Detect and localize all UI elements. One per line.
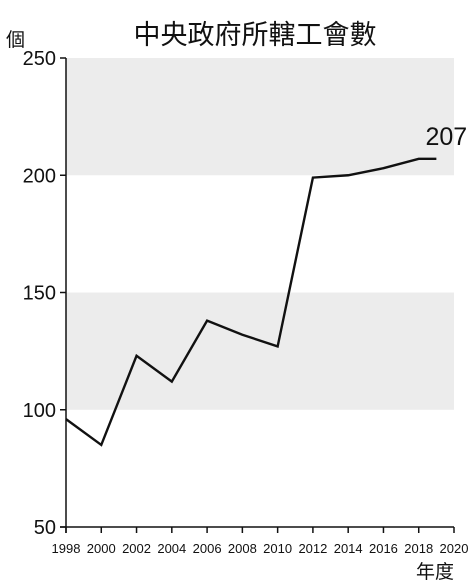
value-annotation: 207 [426, 123, 468, 151]
series-line-1 [65, 157, 437, 447]
y-axis-label: 個 [6, 29, 25, 51]
x-tick-label-2016: 2016 [369, 541, 398, 556]
x-tick-label-2004: 2004 [157, 541, 186, 556]
x-tick-label-2000: 2000 [87, 541, 116, 556]
x-axis-label: 年度 [416, 561, 454, 583]
background-band-2 [66, 58, 454, 176]
x-tick-label-1998: 1998 [52, 541, 81, 556]
x-tick-label-2018: 2018 [404, 541, 433, 556]
y-tick-label-250: 250 [23, 48, 56, 70]
chart-title: 中央政府所轄工會數 [134, 20, 377, 51]
y-tick-label-50: 50 [34, 517, 56, 539]
x-tick-label-2008: 2008 [228, 541, 257, 556]
axes: 50 100 150 200 250 1998 2000 2002 2004 2006 2008 20… [23, 48, 468, 556]
x-tick-label-2002: 2002 [122, 541, 151, 556]
x-tick-label-2014: 2014 [334, 541, 363, 556]
x-tick-label-2012: 2012 [298, 541, 327, 556]
y-tick-label-100: 100 [23, 400, 56, 422]
x-tick-label-2006: 2006 [193, 541, 222, 556]
series-layer [65, 157, 437, 447]
y-tick-label-150: 150 [23, 283, 56, 305]
x-tick-label-2010: 2010 [263, 541, 292, 556]
background-band-1 [66, 292, 454, 410]
background-bands [66, 58, 454, 410]
y-tick-label-200: 200 [23, 165, 56, 187]
x-tick-label-2020: 2020 [440, 541, 468, 556]
